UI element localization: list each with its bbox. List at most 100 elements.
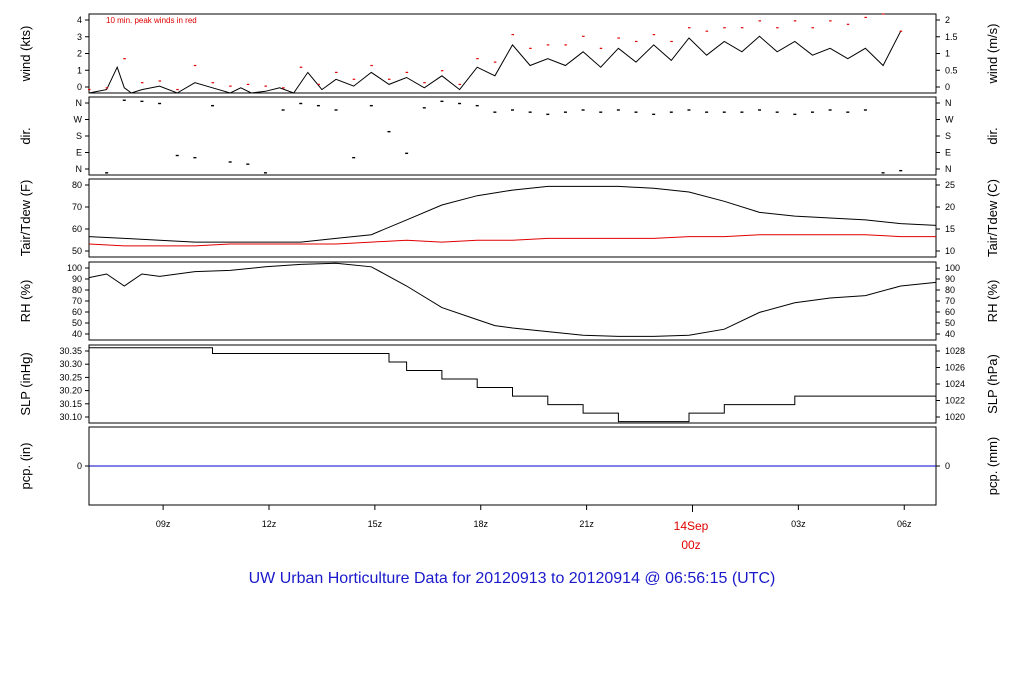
x-tick-label: 21z	[579, 519, 594, 529]
ylabel-left: pcp. (in)	[18, 443, 33, 490]
dir-point	[616, 109, 620, 111]
panel-pcp: pcp. (in) pcp. (mm) 0 0	[18, 426, 1000, 506]
ylabel-left: dir.	[18, 127, 33, 144]
left-tick-label: 70	[72, 296, 82, 306]
peak-wind-point	[740, 27, 744, 29]
x-tick-label: 18z	[473, 519, 488, 529]
left-tick-label: 30.25	[59, 372, 82, 382]
left-tick-label: W	[74, 115, 83, 125]
peak-wind-point	[546, 44, 550, 46]
right-tick-label: 1022	[945, 396, 965, 406]
right-tick-label: 100	[945, 263, 960, 273]
left-tick-label: N	[76, 98, 83, 108]
dir-point	[405, 152, 409, 155]
right-tick-label: 1020	[945, 412, 965, 422]
left-tick-label: 80	[72, 180, 82, 190]
peak-wind-point	[176, 88, 179, 91]
dir-point	[299, 102, 303, 105]
peak-wind-point	[687, 27, 691, 29]
left-tick-label: 0	[77, 82, 82, 92]
peak-wind-point	[511, 34, 514, 36]
peak-wind-point	[335, 71, 338, 73]
peak-wind-point	[811, 27, 814, 29]
dir-point	[687, 109, 691, 111]
dir-point	[528, 111, 532, 113]
left-tick-label: 4	[77, 15, 82, 25]
dir-point	[422, 107, 426, 109]
dir-point	[863, 109, 867, 111]
time-axis: 09z 12z 15z 18z 21z 03z 06z	[156, 505, 912, 529]
x-tick-label: 15z	[368, 519, 383, 529]
panel-wind: wind (kts) wind (m/s) 0 1 2 3 4 0 0.5 1 1.5 2 10 min…	[18, 13, 1000, 94]
footer-title: UW Urban Horticulture Data for 20120913 …	[249, 570, 776, 587]
peak-wind-point	[793, 20, 797, 22]
panel-frame	[88, 96, 937, 176]
peak-wind-point	[317, 83, 320, 86]
dir-point	[511, 109, 514, 111]
left-tick-label: 2	[77, 49, 82, 59]
dir-point	[211, 104, 215, 107]
dir-point	[599, 111, 603, 113]
right-tick-label: 0	[945, 82, 950, 92]
dir-point	[828, 109, 832, 111]
peak-wind-point	[282, 87, 285, 89]
panel-rh: RH (%) RH (%)4050607080901004050607080901…	[18, 261, 1000, 341]
right-tick-label: N	[945, 164, 952, 174]
x-tick-label: 06z	[897, 519, 912, 529]
left-tick-label: 30.10	[59, 412, 82, 422]
peak-wind-point	[158, 80, 162, 82]
peak-wind-point	[264, 85, 267, 87]
peak-wind-point	[635, 40, 638, 43]
dir-point	[475, 104, 479, 107]
peak-wind-point	[352, 78, 356, 80]
right-tick-label: 15	[945, 224, 955, 234]
dir-point	[281, 109, 285, 111]
dir-point	[105, 172, 109, 174]
ylabel-right: RH (%)	[985, 280, 1000, 323]
dir-point	[881, 172, 885, 174]
dir-point	[387, 130, 391, 133]
right-tick-label: 1028	[945, 346, 965, 356]
dir-point	[334, 109, 338, 111]
ylabel-right: Tair/Tdew (C)	[985, 179, 1000, 257]
right-tick-label: 1026	[945, 363, 965, 373]
dir-point	[846, 111, 850, 113]
dir-point	[440, 100, 444, 103]
peak-wind-point	[864, 16, 867, 19]
peak-wind-point	[458, 83, 462, 86]
peak-wind-point	[758, 20, 762, 22]
right-tick-label: 1.5	[945, 32, 958, 42]
peak-wind-point	[776, 27, 779, 29]
peak-wind-point	[440, 70, 444, 72]
right-tick-label: 40	[945, 329, 955, 339]
dir-point	[122, 99, 126, 101]
peak-wind-point	[723, 27, 726, 29]
x-tick-label: 03z	[791, 519, 806, 529]
peak-wind-point	[529, 47, 532, 49]
right-tick-label: 1024	[945, 379, 965, 389]
dir-point	[158, 102, 162, 105]
left-tick-label: 60	[72, 224, 82, 234]
series-line-slp-0	[89, 347, 936, 423]
dir-point	[722, 111, 726, 113]
left-tick-label: N	[76, 164, 83, 174]
left-tick-label: 40	[72, 329, 82, 339]
peak-wind-point	[670, 40, 673, 43]
peak-wind-point	[423, 82, 426, 84]
right-tick-label: 80	[945, 285, 955, 295]
peak-wind-point	[193, 64, 197, 67]
left-tick-label: 60	[72, 307, 82, 317]
series-line-temp-1	[88, 234, 936, 247]
right-tick-label: 60	[945, 307, 955, 317]
dir-point	[669, 111, 673, 113]
dir-point	[899, 169, 903, 172]
dir-point	[758, 109, 762, 111]
peak-wind-point	[211, 82, 215, 84]
dir-point	[246, 163, 250, 165]
left-tick-label: 30.15	[59, 399, 82, 409]
dir-point	[740, 111, 744, 113]
left-tick-label: 30.35	[59, 346, 82, 356]
peak-wind-point	[387, 78, 391, 80]
series-line-rh-0	[88, 262, 937, 337]
